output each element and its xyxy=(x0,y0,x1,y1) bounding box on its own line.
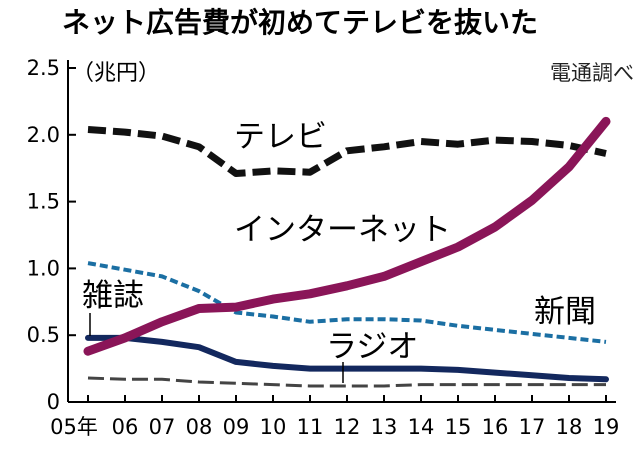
series-line-internet xyxy=(83,116,611,356)
series-line-newspaper xyxy=(87,261,607,344)
series-label-radio: ラジオ xyxy=(326,329,418,365)
source-label: 電通調べ xyxy=(550,61,634,85)
chart-title: ネット広告費が初めてテレビを抜いた xyxy=(62,6,538,39)
x-tick-label: 05年 xyxy=(50,415,98,439)
x-tick-label: 13 xyxy=(371,415,398,439)
unit-label: （兆円） xyxy=(72,61,160,86)
series-labels: テレビ インターネット 新聞 雑誌 ラジオ xyxy=(82,119,596,365)
x-tick-label: 14 xyxy=(408,415,435,439)
x-tick-label: 08 xyxy=(186,415,213,439)
x-tick-label: 10 xyxy=(260,415,287,439)
y-tick-label: 1.0 xyxy=(27,256,60,280)
series-label-internet: インターネット xyxy=(234,212,451,248)
series-line-tv xyxy=(87,126,607,177)
x-tick-label: 06 xyxy=(112,415,139,439)
x-tick-label: 19 xyxy=(593,415,620,439)
series-line-radio xyxy=(87,376,606,388)
x-tick-label: 17 xyxy=(519,415,546,439)
y-tick-label: 0 xyxy=(47,390,60,414)
x-tick-label: 16 xyxy=(482,415,509,439)
x-tick-label: 11 xyxy=(297,415,324,439)
y-tick-label: 2.0 xyxy=(27,123,60,147)
y-tick-label: 1.5 xyxy=(27,190,60,214)
y-axis-ticks: 0 0.5 1.0 1.5 2.0 2.5 xyxy=(27,56,76,414)
y-tick-label: 2.5 xyxy=(27,56,60,80)
series-label-tv: テレビ xyxy=(234,119,327,155)
x-tick-label: 18 xyxy=(556,415,583,439)
x-tick-label: 09 xyxy=(223,415,250,439)
series-label-newspaper: 新聞 xyxy=(534,294,596,330)
x-tick-label: 07 xyxy=(149,415,176,439)
y-tick-label: 0.5 xyxy=(27,323,60,347)
x-tick-label: 15 xyxy=(445,415,472,439)
series-lines xyxy=(83,116,611,388)
x-tick-label: 12 xyxy=(334,415,361,439)
x-axis-ticks: 05年 06 07 08 09 10 11 12 13 14 15 16 17 18 19 xyxy=(50,395,619,439)
series-line-magazine xyxy=(85,334,609,383)
series-label-magazine: 雑誌 xyxy=(82,278,144,314)
